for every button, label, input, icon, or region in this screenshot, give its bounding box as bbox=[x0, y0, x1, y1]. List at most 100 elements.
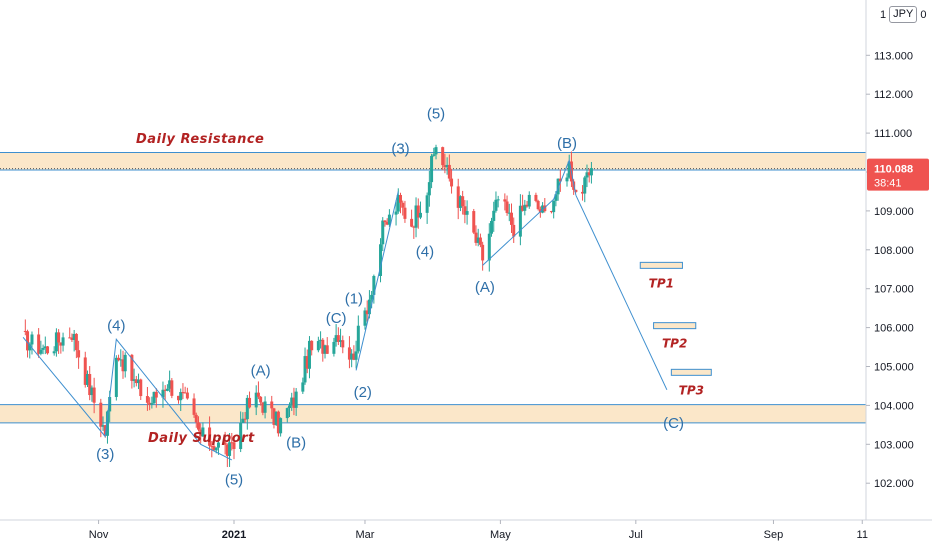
candle bbox=[518, 194, 522, 246]
candle-body bbox=[503, 199, 507, 202]
candle-body bbox=[276, 411, 280, 434]
candle bbox=[279, 417, 283, 437]
price-tick-label: 105.000 bbox=[874, 362, 914, 374]
candle bbox=[310, 340, 314, 356]
support-label: Daily Support bbox=[148, 431, 255, 446]
candle bbox=[492, 201, 496, 232]
candle bbox=[325, 337, 329, 355]
candle-body bbox=[507, 212, 511, 214]
candle-body bbox=[181, 392, 185, 394]
candle bbox=[181, 383, 185, 400]
candle bbox=[228, 433, 232, 467]
candle bbox=[72, 329, 76, 352]
candle-body bbox=[589, 168, 593, 176]
candle-body bbox=[523, 204, 527, 211]
candle bbox=[185, 387, 189, 400]
candle bbox=[196, 416, 200, 432]
candle-body bbox=[150, 403, 154, 405]
candle-body bbox=[225, 444, 229, 456]
wave-label: (A) bbox=[475, 279, 495, 296]
candle bbox=[430, 153, 434, 189]
candle-body bbox=[350, 353, 354, 360]
candle bbox=[161, 381, 165, 408]
candle-body bbox=[192, 398, 196, 415]
candle-body bbox=[37, 334, 41, 354]
candle-body bbox=[161, 389, 165, 398]
candle-body bbox=[323, 345, 327, 354]
candle-body bbox=[170, 380, 174, 396]
price-axis-bg bbox=[866, 0, 932, 550]
candle-body bbox=[387, 214, 391, 225]
candle bbox=[216, 438, 220, 455]
candle-body bbox=[270, 401, 274, 409]
candle-body bbox=[259, 396, 263, 403]
time-tick-label: Nov bbox=[89, 529, 109, 541]
candle-body bbox=[567, 161, 571, 178]
candle-body bbox=[363, 310, 367, 326]
candle bbox=[507, 203, 511, 222]
candle-body bbox=[383, 220, 387, 223]
candle-body bbox=[216, 442, 220, 448]
candle-body bbox=[450, 178, 454, 187]
candle bbox=[168, 370, 172, 393]
targets-layer: TP1 TP2 TP3 bbox=[639, 261, 712, 397]
candle-body bbox=[399, 194, 402, 203]
candle-body bbox=[256, 392, 260, 397]
candle bbox=[201, 422, 205, 437]
target-box-tp1 bbox=[639, 261, 683, 269]
candle bbox=[223, 431, 227, 455]
candle bbox=[119, 349, 123, 367]
candle-body bbox=[74, 333, 78, 351]
wave-labels-layer: (3) (4) (5) (A) (B) (C) (1) (2) (3) (4) (5) (A) (B) (… bbox=[96, 106, 684, 489]
candle bbox=[150, 396, 154, 409]
candle-body bbox=[527, 194, 531, 207]
candle bbox=[270, 395, 274, 419]
candle-body bbox=[301, 382, 305, 392]
candle-body bbox=[465, 211, 469, 215]
candle-body bbox=[92, 387, 96, 403]
candle-body bbox=[414, 205, 418, 228]
candle bbox=[410, 209, 414, 228]
price-badge-value: 110.088 bbox=[874, 164, 913, 176]
candle-body bbox=[496, 199, 500, 201]
candle-body bbox=[432, 154, 436, 156]
candle-body bbox=[585, 172, 589, 178]
wave-label: (C) bbox=[663, 415, 684, 432]
wave-label: (1) bbox=[345, 290, 363, 307]
candle bbox=[567, 154, 571, 179]
wave-label: (A) bbox=[251, 362, 271, 379]
candle-body bbox=[139, 379, 143, 397]
candle bbox=[39, 340, 43, 356]
candle-body bbox=[230, 442, 234, 444]
candle-body bbox=[512, 224, 516, 237]
candle bbox=[543, 198, 547, 213]
candle-body bbox=[294, 391, 298, 408]
wave-path-2-line bbox=[355, 191, 399, 371]
candle-body bbox=[321, 339, 325, 354]
candle bbox=[319, 331, 323, 349]
candle bbox=[474, 225, 478, 246]
price-tick-label: 109.000 bbox=[874, 206, 914, 218]
candle bbox=[465, 200, 469, 225]
candle bbox=[381, 217, 385, 252]
candle-body bbox=[77, 350, 81, 358]
wave-label: (B) bbox=[286, 434, 306, 451]
currency-selector[interactable]: 1 JPY 0 bbox=[880, 6, 926, 23]
candle bbox=[385, 218, 389, 226]
candle-body bbox=[445, 164, 449, 168]
candle-body bbox=[168, 380, 172, 389]
wave-lines-layer bbox=[22, 158, 668, 461]
candle bbox=[179, 388, 183, 412]
symbol-box[interactable]: JPY bbox=[889, 6, 918, 23]
candle bbox=[587, 168, 591, 183]
candle bbox=[387, 209, 391, 227]
candle bbox=[323, 344, 327, 359]
candle-body bbox=[59, 342, 63, 346]
candle bbox=[117, 354, 121, 362]
candle bbox=[494, 191, 498, 213]
price-tick-label: 108.000 bbox=[874, 245, 914, 257]
candle-body bbox=[430, 155, 434, 183]
candle-body bbox=[132, 379, 136, 381]
candle bbox=[461, 190, 465, 215]
